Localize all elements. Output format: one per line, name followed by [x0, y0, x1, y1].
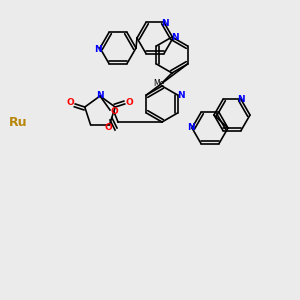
Text: N: N: [237, 95, 245, 104]
Text: O: O: [126, 98, 134, 107]
Text: N: N: [161, 19, 169, 28]
Text: N: N: [187, 124, 195, 133]
Text: N: N: [96, 92, 104, 100]
Text: O: O: [110, 107, 118, 116]
Text: O: O: [67, 98, 74, 107]
Text: N: N: [171, 32, 179, 41]
Text: Ru: Ru: [9, 116, 27, 128]
Text: N: N: [94, 46, 102, 55]
Text: O: O: [104, 122, 112, 131]
Text: Me: Me: [153, 79, 165, 88]
Text: N: N: [177, 91, 184, 100]
